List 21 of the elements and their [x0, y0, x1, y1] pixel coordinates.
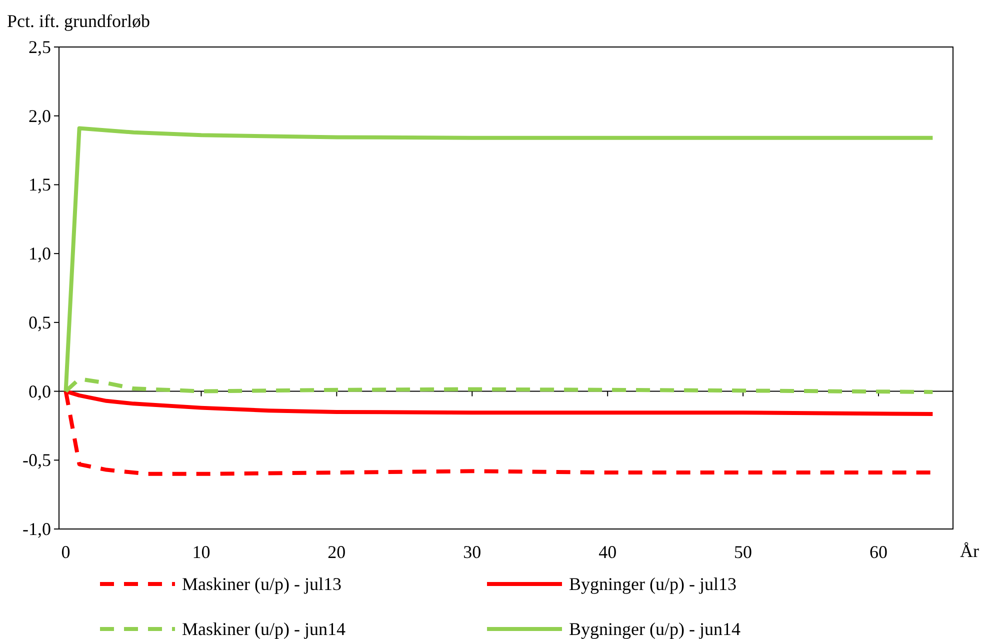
y-tick-label: 1,0 — [28, 244, 51, 264]
y-tick-label: -0,5 — [22, 450, 51, 470]
legend-label: Maskiner (u/p) - jul13 — [182, 574, 342, 594]
x-tick-label: 40 — [598, 542, 617, 562]
legend-label: Maskiner (u/p) - jun14 — [182, 619, 346, 639]
x-tick-label: 50 — [734, 542, 752, 562]
legend-label: Bygninger (u/p) - jun14 — [569, 619, 740, 639]
y-tick-label: 1,5 — [28, 174, 51, 195]
x-tick-label: 60 — [870, 542, 888, 562]
y-tick-label: 2,0 — [28, 106, 51, 126]
y-tick-label: 2,5 — [28, 37, 51, 57]
legend-label: Bygninger (u/p) - jul13 — [569, 574, 736, 594]
x-tick-label: 30 — [463, 542, 482, 562]
y-tick-label: 0,5 — [28, 312, 51, 332]
y-axis-title: Pct. ift. grundforløb — [7, 11, 150, 31]
x-axis-title: År — [960, 541, 979, 561]
x-tick-label: 10 — [192, 542, 210, 562]
y-tick-label: 0,0 — [28, 381, 51, 402]
y-tick-label: -1,0 — [22, 519, 51, 539]
x-tick-label: 0 — [61, 542, 70, 562]
x-tick-label: 20 — [328, 542, 346, 562]
